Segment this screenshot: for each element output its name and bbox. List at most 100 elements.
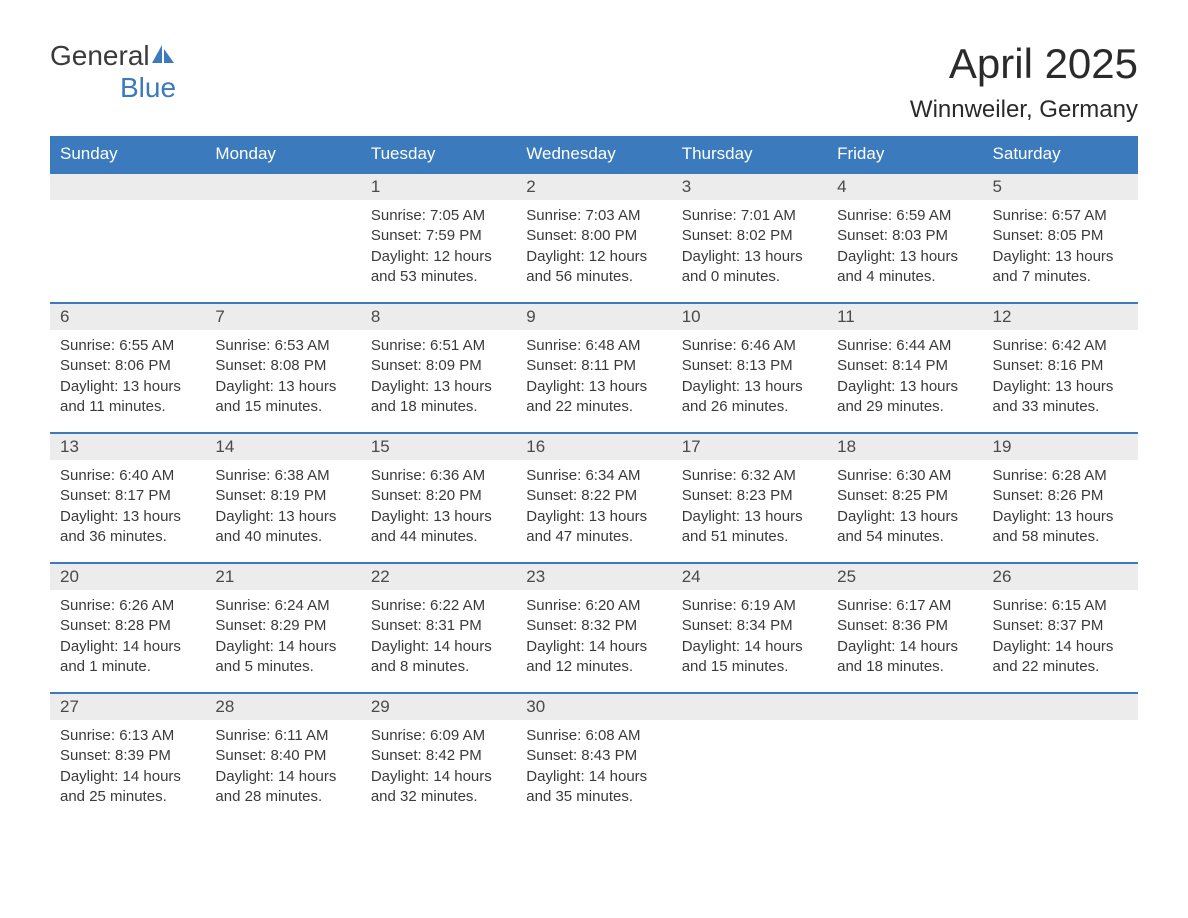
day-content: Sunrise: 6:24 AMSunset: 8:29 PMDaylight:…: [205, 590, 360, 683]
daylight-text: Daylight: 13 hours and 58 minutes.: [993, 507, 1128, 548]
daylight-text: Daylight: 14 hours and 12 minutes.: [526, 637, 661, 678]
sunrise-text: Sunrise: 6:36 AM: [371, 466, 506, 486]
day-content: Sunrise: 7:01 AMSunset: 8:02 PMDaylight:…: [672, 200, 827, 293]
day-content: Sunrise: 6:17 AMSunset: 8:36 PMDaylight:…: [827, 590, 982, 683]
daylight-text: Daylight: 14 hours and 28 minutes.: [215, 767, 350, 808]
day-cell: 2Sunrise: 7:03 AMSunset: 8:00 PMDaylight…: [516, 174, 671, 302]
sunrise-text: Sunrise: 6:55 AM: [60, 336, 195, 356]
day-cell: 3Sunrise: 7:01 AMSunset: 8:02 PMDaylight…: [672, 174, 827, 302]
sunset-text: Sunset: 8:17 PM: [60, 486, 195, 506]
day-number: 7: [205, 304, 360, 330]
sunrise-text: Sunrise: 7:05 AM: [371, 206, 506, 226]
sunset-text: Sunset: 8:25 PM: [837, 486, 972, 506]
day-content: Sunrise: 6:46 AMSunset: 8:13 PMDaylight:…: [672, 330, 827, 423]
day-number: 3: [672, 174, 827, 200]
logo-sail-icon: [150, 43, 176, 70]
sunset-text: Sunset: 8:39 PM: [60, 746, 195, 766]
day-content: Sunrise: 6:20 AMSunset: 8:32 PMDaylight:…: [516, 590, 671, 683]
daylight-text: Daylight: 13 hours and 15 minutes.: [215, 377, 350, 418]
sunrise-text: Sunrise: 6:40 AM: [60, 466, 195, 486]
day-cell: 26Sunrise: 6:15 AMSunset: 8:37 PMDayligh…: [983, 564, 1138, 692]
day-cell: 23Sunrise: 6:20 AMSunset: 8:32 PMDayligh…: [516, 564, 671, 692]
day-header: Tuesday: [361, 136, 516, 172]
day-cell: 28Sunrise: 6:11 AMSunset: 8:40 PMDayligh…: [205, 694, 360, 822]
day-content: Sunrise: 6:08 AMSunset: 8:43 PMDaylight:…: [516, 720, 671, 813]
sunset-text: Sunset: 8:19 PM: [215, 486, 350, 506]
month-title: April 2025: [910, 40, 1138, 88]
sunrise-text: Sunrise: 6:32 AM: [682, 466, 817, 486]
day-number: 17: [672, 434, 827, 460]
logo-text-blue: Blue: [50, 72, 176, 103]
day-number: [983, 694, 1138, 720]
day-number: 24: [672, 564, 827, 590]
day-number: 29: [361, 694, 516, 720]
day-number: 18: [827, 434, 982, 460]
sunrise-text: Sunrise: 7:03 AM: [526, 206, 661, 226]
day-content: Sunrise: 6:57 AMSunset: 8:05 PMDaylight:…: [983, 200, 1138, 293]
sunset-text: Sunset: 8:37 PM: [993, 616, 1128, 636]
day-cell: 19Sunrise: 6:28 AMSunset: 8:26 PMDayligh…: [983, 434, 1138, 562]
day-number: 15: [361, 434, 516, 460]
daylight-text: Daylight: 13 hours and 11 minutes.: [60, 377, 195, 418]
day-number: 22: [361, 564, 516, 590]
day-cell: 8Sunrise: 6:51 AMSunset: 8:09 PMDaylight…: [361, 304, 516, 432]
daylight-text: Daylight: 13 hours and 29 minutes.: [837, 377, 972, 418]
day-content: Sunrise: 6:34 AMSunset: 8:22 PMDaylight:…: [516, 460, 671, 553]
day-cell: 18Sunrise: 6:30 AMSunset: 8:25 PMDayligh…: [827, 434, 982, 562]
day-number: 27: [50, 694, 205, 720]
day-number: 28: [205, 694, 360, 720]
week-row: 20Sunrise: 6:26 AMSunset: 8:28 PMDayligh…: [50, 562, 1138, 692]
day-content: Sunrise: 6:22 AMSunset: 8:31 PMDaylight:…: [361, 590, 516, 683]
day-content: Sunrise: 6:48 AMSunset: 8:11 PMDaylight:…: [516, 330, 671, 423]
day-number: 13: [50, 434, 205, 460]
day-cell: 4Sunrise: 6:59 AMSunset: 8:03 PMDaylight…: [827, 174, 982, 302]
daylight-text: Daylight: 13 hours and 18 minutes.: [371, 377, 506, 418]
sunset-text: Sunset: 8:28 PM: [60, 616, 195, 636]
sunset-text: Sunset: 8:34 PM: [682, 616, 817, 636]
sunrise-text: Sunrise: 6:15 AM: [993, 596, 1128, 616]
week-row: 1Sunrise: 7:05 AMSunset: 7:59 PMDaylight…: [50, 172, 1138, 302]
sunset-text: Sunset: 8:32 PM: [526, 616, 661, 636]
day-number: 6: [50, 304, 205, 330]
day-number: 21: [205, 564, 360, 590]
day-number: 11: [827, 304, 982, 330]
day-content: Sunrise: 6:40 AMSunset: 8:17 PMDaylight:…: [50, 460, 205, 553]
day-cell: 16Sunrise: 6:34 AMSunset: 8:22 PMDayligh…: [516, 434, 671, 562]
day-content: Sunrise: 6:51 AMSunset: 8:09 PMDaylight:…: [361, 330, 516, 423]
daylight-text: Daylight: 13 hours and 7 minutes.: [993, 247, 1128, 288]
daylight-text: Daylight: 13 hours and 44 minutes.: [371, 507, 506, 548]
day-cell: 20Sunrise: 6:26 AMSunset: 8:28 PMDayligh…: [50, 564, 205, 692]
day-cell: 25Sunrise: 6:17 AMSunset: 8:36 PMDayligh…: [827, 564, 982, 692]
sunset-text: Sunset: 8:29 PM: [215, 616, 350, 636]
sunset-text: Sunset: 7:59 PM: [371, 226, 506, 246]
daylight-text: Daylight: 13 hours and 22 minutes.: [526, 377, 661, 418]
sunset-text: Sunset: 8:22 PM: [526, 486, 661, 506]
day-content: Sunrise: 7:03 AMSunset: 8:00 PMDaylight:…: [516, 200, 671, 293]
sunrise-text: Sunrise: 6:28 AM: [993, 466, 1128, 486]
day-cell: 22Sunrise: 6:22 AMSunset: 8:31 PMDayligh…: [361, 564, 516, 692]
sunrise-text: Sunrise: 6:51 AM: [371, 336, 506, 356]
daylight-text: Daylight: 13 hours and 54 minutes.: [837, 507, 972, 548]
sunrise-text: Sunrise: 6:20 AM: [526, 596, 661, 616]
daylight-text: Daylight: 14 hours and 1 minute.: [60, 637, 195, 678]
sunset-text: Sunset: 8:23 PM: [682, 486, 817, 506]
day-number: 5: [983, 174, 1138, 200]
day-content: Sunrise: 6:44 AMSunset: 8:14 PMDaylight:…: [827, 330, 982, 423]
sunrise-text: Sunrise: 6:46 AM: [682, 336, 817, 356]
sunset-text: Sunset: 8:14 PM: [837, 356, 972, 376]
daylight-text: Daylight: 12 hours and 56 minutes.: [526, 247, 661, 288]
daylight-text: Daylight: 14 hours and 22 minutes.: [993, 637, 1128, 678]
day-cell: 9Sunrise: 6:48 AMSunset: 8:11 PMDaylight…: [516, 304, 671, 432]
day-number: 8: [361, 304, 516, 330]
day-cell: 21Sunrise: 6:24 AMSunset: 8:29 PMDayligh…: [205, 564, 360, 692]
sunset-text: Sunset: 8:36 PM: [837, 616, 972, 636]
daylight-text: Daylight: 14 hours and 5 minutes.: [215, 637, 350, 678]
day-cell: 14Sunrise: 6:38 AMSunset: 8:19 PMDayligh…: [205, 434, 360, 562]
day-content: Sunrise: 6:32 AMSunset: 8:23 PMDaylight:…: [672, 460, 827, 553]
day-cell: 10Sunrise: 6:46 AMSunset: 8:13 PMDayligh…: [672, 304, 827, 432]
day-number: 12: [983, 304, 1138, 330]
sunrise-text: Sunrise: 6:38 AM: [215, 466, 350, 486]
sunset-text: Sunset: 8:13 PM: [682, 356, 817, 376]
sunrise-text: Sunrise: 6:09 AM: [371, 726, 506, 746]
sunset-text: Sunset: 8:09 PM: [371, 356, 506, 376]
